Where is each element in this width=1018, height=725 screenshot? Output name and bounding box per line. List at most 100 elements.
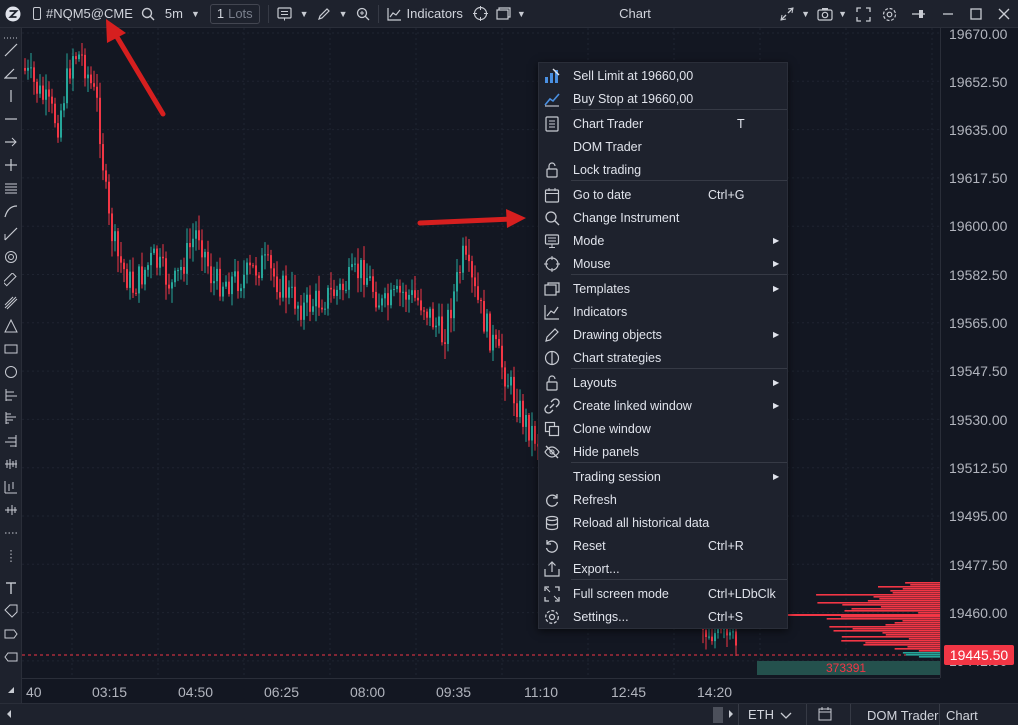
session-dropdown[interactable]: ETH [748, 707, 792, 722]
trading-mode-dropdown[interactable]: ▼ [273, 0, 313, 28]
ticks-icon[interactable] [3, 502, 19, 518]
menu-item-create-linked-window[interactable]: Create linked window ▶ [539, 394, 787, 417]
minimize-icon[interactable] [934, 0, 962, 28]
fullscreen-icon[interactable] [851, 0, 876, 28]
link-arrows-icon[interactable]: ▼ [776, 0, 813, 28]
menu-item-go-to-date[interactable]: Go to date Ctrl+G [539, 183, 787, 206]
menu-item-mode[interactable]: Mode ▶ [539, 229, 787, 252]
menu-item-chart-trader[interactable]: Chart Trader T [539, 112, 787, 135]
scroll-right-icon[interactable] [726, 706, 736, 725]
menu-item-chart-strategies[interactable]: Chart strategies [539, 346, 787, 369]
top-toolbar: #NQM5@CME 5m ▼ 1 Lots ▼ ▼ Indicators ▼ C… [0, 0, 1018, 28]
cross-line-icon[interactable] [3, 157, 19, 173]
search-icon[interactable] [137, 0, 159, 28]
candle-body [366, 278, 368, 285]
ellipse-icon[interactable] [3, 364, 19, 380]
menu-item-drawing-objects[interactable]: Drawing objects ▶ [539, 323, 787, 346]
candle-body [216, 268, 218, 282]
crosshair-icon[interactable] [467, 0, 492, 28]
menu-item-layouts[interactable]: Layouts ▶ [539, 371, 787, 394]
menu-item-refresh[interactable]: Refresh [539, 488, 787, 511]
scroll-left-icon[interactable] [4, 706, 14, 725]
scrollbar-thumb[interactable] [713, 707, 723, 723]
lots-field[interactable]: 1 Lots [209, 3, 260, 24]
menu-item-hide-panels[interactable]: Hide panels [539, 440, 787, 463]
calendar-icon[interactable] [818, 707, 832, 724]
dotted-line-icon[interactable] [3, 525, 19, 541]
rectangle-icon[interactable] [3, 341, 19, 357]
candle-body [420, 300, 422, 311]
menu-item-lock-trading[interactable]: Lock trading [539, 158, 787, 181]
menu-item-settings[interactable]: Settings... Ctrl+S [539, 605, 787, 628]
menu-item-sell-limit-at-19660-00[interactable]: Sell Limit at 19660,00 [539, 64, 787, 87]
close-icon[interactable] [990, 0, 1018, 28]
app-logo-icon[interactable] [0, 0, 25, 28]
ruler-icon[interactable] [3, 272, 19, 288]
pin-icon[interactable] [903, 0, 934, 28]
candle-body [264, 254, 266, 256]
cluster-icon[interactable] [3, 479, 19, 495]
zoom-icon[interactable] [352, 0, 374, 28]
collapse-icon[interactable] [3, 682, 19, 698]
window-title: Chart [619, 6, 651, 21]
menu-item-change-instrument[interactable]: Change Instrument [539, 206, 787, 229]
toolbar-divider [377, 4, 379, 23]
menu-item-clone-window[interactable]: Clone window [539, 417, 787, 440]
line-tool-icon[interactable] [3, 42, 19, 58]
tag-icon[interactable] [3, 603, 19, 619]
candle-body [342, 283, 344, 291]
camera-icon[interactable]: ▼ [813, 0, 851, 28]
dots-handle-icon[interactable] [3, 30, 19, 46]
timeframe-dropdown[interactable]: 5m ▼ [159, 0, 204, 28]
price-tick-label: 19652.50 [949, 74, 1008, 90]
instrument-selector[interactable]: #NQM5@CME [25, 0, 137, 28]
curve-tool-icon[interactable] [3, 203, 19, 219]
menu-item-full-screen-mode[interactable]: Full screen mode Ctrl+LDbClk [539, 582, 787, 605]
toolbar-divider [267, 4, 269, 23]
menu-item-reset[interactable]: Reset Ctrl+R [539, 534, 787, 557]
menu-item-label: Sell Limit at 19660,00 [573, 68, 694, 83]
menu-item-dom-trader[interactable]: DOM Trader [539, 135, 787, 158]
indicators-button[interactable]: Indicators [383, 0, 467, 28]
price-range-icon[interactable] [3, 433, 19, 449]
maximize-icon[interactable] [962, 0, 990, 28]
arrow-tool-icon[interactable] [3, 134, 19, 150]
ray-tool-icon[interactable] [3, 226, 19, 242]
menu-item-templates[interactable]: Templates ▶ [539, 277, 787, 300]
candle-body [735, 631, 737, 646]
parallel-lines-icon[interactable] [3, 180, 19, 196]
dotted-vertical-icon[interactable] [3, 548, 19, 564]
chevron-down-icon: ▼ [338, 8, 348, 19]
templates-dropdown[interactable]: ▼ [492, 0, 530, 28]
label-right-icon[interactable] [3, 626, 19, 642]
label-left-icon[interactable] [3, 649, 19, 665]
menu-item-mouse[interactable]: Mouse ▶ [539, 252, 787, 275]
triangle-icon[interactable] [3, 318, 19, 334]
chart-trader-button[interactable]: Chart Trader [946, 708, 984, 725]
fullscreen-icon [544, 585, 560, 602]
sell-limit-icon [544, 68, 560, 84]
price-axis[interactable]: 19670.00 19652.50 19635.00 19617.50 19600.00… [940, 26, 1018, 678]
menu-item-trading-session[interactable]: Trading session ▶ [539, 465, 787, 488]
footprint-icon[interactable] [3, 456, 19, 472]
candle-body [102, 144, 104, 171]
vertical-line-icon[interactable] [3, 88, 19, 104]
menu-item-buy-stop-at-19660-00[interactable]: Buy Stop at 19660,00 [539, 87, 787, 110]
gear-icon[interactable] [876, 0, 903, 28]
candle-body [27, 67, 29, 71]
target-icon[interactable] [3, 249, 19, 265]
dom-trader-button[interactable]: DOM Trader [867, 708, 939, 723]
menu-item-export[interactable]: Export... [539, 557, 787, 580]
drawing-tools-dropdown[interactable]: ▼ [313, 0, 352, 28]
time-tick-label: 14:20 [697, 684, 733, 700]
horizontal-line-icon[interactable] [3, 111, 19, 127]
text-tool-icon[interactable] [3, 580, 19, 596]
volume-profile-icon[interactable] [3, 410, 19, 426]
fib-icon[interactable] [3, 295, 19, 311]
candle-body [507, 385, 509, 387]
bars-pattern-icon[interactable] [3, 387, 19, 403]
menu-item-indicators[interactable]: Indicators [539, 300, 787, 323]
angle-tool-icon[interactable] [3, 65, 19, 81]
menu-item-reload-all-historical-data[interactable]: Reload all historical data [539, 511, 787, 534]
time-axis[interactable]: 40 03:15 04:50 06:25 08:00 09:35 11:10 12:45 14:… [22, 678, 940, 703]
